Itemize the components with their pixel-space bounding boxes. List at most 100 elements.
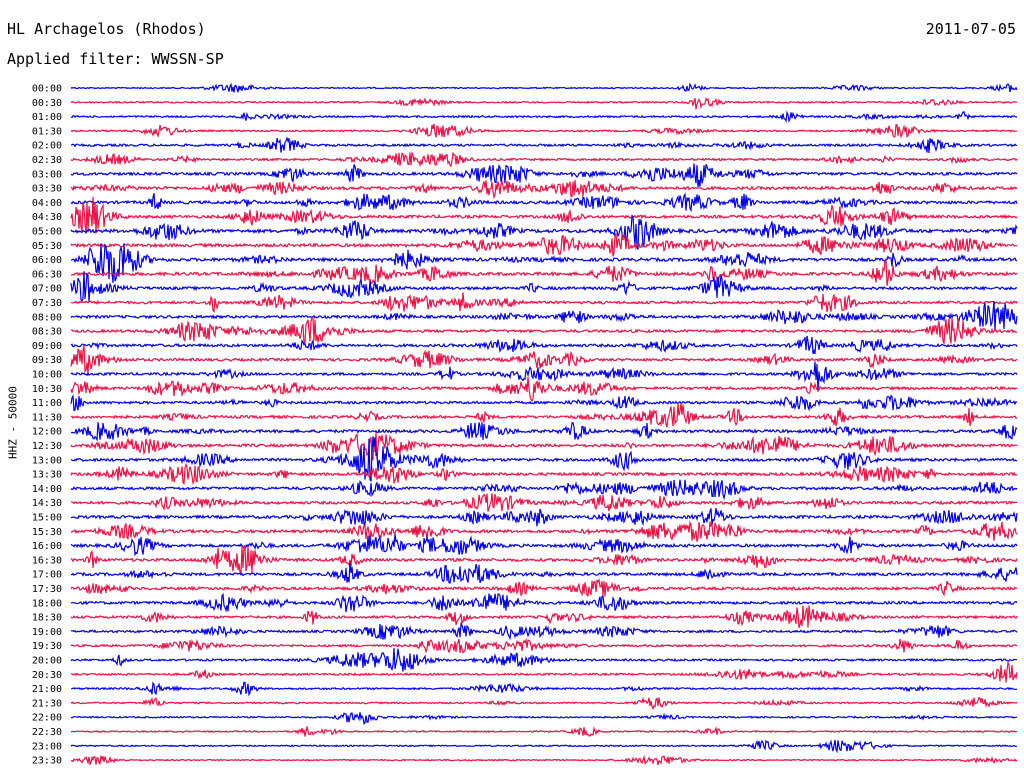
trace-2300	[70, 739, 1018, 754]
time-tick-label: 17:00	[32, 570, 62, 581]
time-tick-label: 02:00	[32, 141, 62, 152]
time-tick-label: 06:30	[32, 269, 62, 280]
trace-0900	[70, 335, 1018, 355]
time-tick-label: 21:30	[32, 698, 62, 709]
time-tick-label: 10:00	[32, 370, 62, 381]
trace-1030	[70, 376, 1018, 402]
time-tick-label: 05:30	[32, 241, 62, 252]
time-tick-label: 15:00	[32, 513, 62, 524]
trace-1430	[71, 493, 1018, 512]
trace-2000	[70, 647, 1018, 672]
time-tick-label: 13:30	[32, 470, 62, 481]
trace-1000	[70, 361, 1018, 392]
trace-0300	[70, 163, 1018, 188]
time-tick-label: 14:30	[32, 498, 62, 509]
trace-0430	[70, 196, 1018, 234]
time-tick-label: 00:30	[32, 98, 62, 109]
trace-1630	[70, 544, 1018, 576]
trace-1230	[70, 431, 1018, 461]
trace-1500	[70, 508, 1018, 527]
trace-0830	[70, 316, 1018, 347]
trace-2230	[70, 726, 1018, 737]
trace-0330	[70, 179, 1018, 200]
trace-1200	[70, 421, 1018, 442]
time-tick-label: 12:30	[32, 441, 62, 452]
trace-0600	[70, 243, 1018, 283]
time-tick-label: 09:00	[32, 341, 62, 352]
time-tick-label: 01:00	[32, 112, 62, 123]
time-tick-label: 22:00	[32, 713, 62, 724]
trace-2100	[70, 681, 1018, 697]
date-label: 2011-07-05	[925, 20, 1016, 38]
time-tick-label: 00:00	[32, 84, 62, 95]
time-tick-label: 01:30	[32, 126, 62, 137]
time-tick-label: 04:00	[32, 198, 62, 209]
time-tick-label: 03:30	[32, 184, 62, 195]
trace-0530	[70, 232, 1018, 257]
time-tick-label: 07:00	[32, 284, 62, 295]
trace-1600	[70, 533, 1018, 557]
time-tick-label: 19:30	[32, 641, 62, 652]
trace-1800	[70, 592, 1018, 613]
trace-2030	[70, 660, 1018, 683]
time-tick-label: 04:30	[32, 212, 62, 223]
time-tick-label: 08:00	[32, 312, 62, 323]
time-tick-label: 10:30	[32, 384, 62, 395]
filter-label: Applied filter: WWSSN-SP	[7, 50, 224, 68]
time-tick-label: 03:00	[32, 169, 62, 180]
time-tick-label: 19:00	[32, 627, 62, 638]
time-tick-label: 16:00	[32, 541, 62, 552]
time-tick-label: 23:00	[32, 741, 62, 752]
time-tick-label: 11:30	[32, 412, 62, 423]
trace-0700	[70, 271, 1018, 303]
time-tick-label: 08:30	[32, 327, 62, 338]
trace-0630	[70, 259, 1018, 286]
trace-1830	[70, 605, 1018, 628]
trace-1330	[70, 462, 1018, 486]
station-title: HL Archagelos (Rhodos)	[7, 20, 206, 38]
trace-0800	[70, 300, 1018, 331]
trace-0200	[70, 136, 1018, 154]
trace-0930	[70, 345, 1018, 374]
trace-1700	[70, 562, 1018, 584]
trace-0500	[70, 214, 1018, 250]
trace-0100	[70, 110, 1018, 123]
time-tick-label: 06:00	[32, 255, 62, 266]
time-tick-label: 17:30	[32, 584, 62, 595]
trace-1730	[70, 577, 1018, 597]
time-tick-label: 09:30	[32, 355, 62, 366]
trace-1400	[70, 479, 1018, 501]
trace-1530	[70, 520, 1018, 542]
time-tick-label: 07:30	[32, 298, 62, 309]
trace-2130	[70, 696, 1018, 711]
time-tick-label: 15:30	[32, 527, 62, 538]
time-tick-label: 12:00	[32, 427, 62, 438]
trace-0730	[70, 292, 1018, 313]
trace-1900	[70, 622, 1018, 641]
trace-0130	[70, 123, 1018, 139]
time-tick-label: 11:00	[32, 398, 62, 409]
trace-0400	[70, 192, 1018, 213]
trace-2330	[70, 754, 1018, 766]
trace-0030	[70, 97, 1018, 110]
time-tick-label: 23:30	[32, 756, 62, 767]
time-tick-label: 14:00	[32, 484, 62, 495]
time-tick-label: 20:30	[32, 670, 62, 681]
time-tick-label: 05:00	[32, 227, 62, 238]
time-tick-label: 20:00	[32, 656, 62, 667]
time-tick-label: 21:00	[32, 684, 62, 695]
time-tick-label: 16:30	[32, 555, 62, 566]
trace-2200	[70, 712, 1018, 725]
time-tick-label: 18:00	[32, 598, 62, 609]
trace-1100	[70, 394, 1018, 412]
trace-1130	[70, 403, 1018, 428]
trace-1930	[70, 637, 1018, 654]
trace-0000	[70, 82, 1018, 93]
trace-0230	[70, 150, 1018, 168]
time-tick-label: 22:30	[32, 727, 62, 738]
time-tick-label: 18:30	[32, 613, 62, 624]
trace-1300	[70, 436, 1018, 483]
time-tick-label: 13:00	[32, 455, 62, 466]
time-tick-label: 02:30	[32, 155, 62, 166]
